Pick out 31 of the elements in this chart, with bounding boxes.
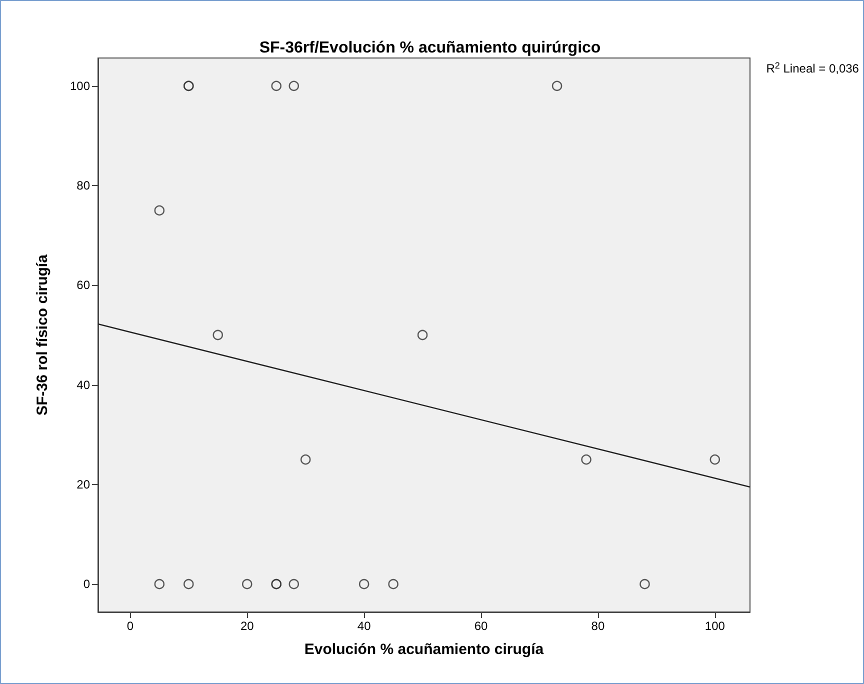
chart-title: SF-36rf/Evolución % acuñamiento quirúrgico [259,40,601,56]
point [640,578,650,590]
point [710,454,720,465]
point [183,578,194,590]
y-axis-title: SF-36 rol físico cirugía [34,254,51,416]
point [242,578,252,590]
point [388,578,398,590]
point [288,578,300,590]
point [552,80,562,92]
x-tick-label: 40 [357,619,372,633]
x-tick-label: 20 [240,619,254,633]
y-tick-label: 100 [70,78,90,93]
x-tick-label: 100 [704,619,726,633]
point [300,454,311,465]
y-tick-label: 60 [76,278,90,292]
y-tick-label: 0 [83,577,90,592]
x-axis-title: Evolución % acuñamiento cirugía [304,641,544,658]
point [288,80,300,92]
x-tick-label: 0 [126,619,134,633]
point [154,578,165,590]
y-tick-label: 40 [76,378,90,392]
point [212,330,224,340]
point [417,330,428,340]
y-tick-label: 20 [76,477,90,492]
point [154,205,165,216]
point [358,578,370,590]
point [271,80,282,92]
point [581,454,592,465]
x-tick-label: 60 [474,619,488,633]
y-tick-label: 80 [76,178,90,193]
x-tick-label: 80 [591,619,605,633]
